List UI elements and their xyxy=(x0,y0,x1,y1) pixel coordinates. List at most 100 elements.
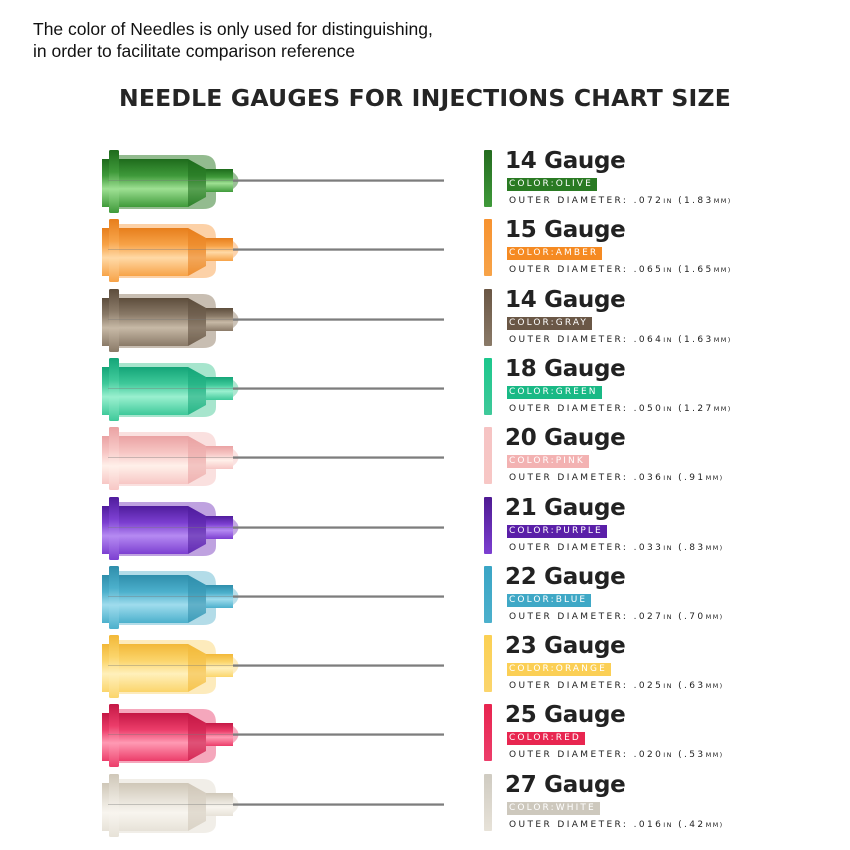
diameter-inches: .025 xyxy=(633,681,664,692)
unit-inches: IN xyxy=(663,612,673,621)
gauge-label: 23 Gauge xyxy=(505,633,626,660)
color-swatch-bar xyxy=(484,357,492,415)
needle-row: 14 Gauge COLOR:OLIVE OUTER DIAMETER: .07… xyxy=(0,147,850,216)
needle-row: 23 Gauge COLOR:ORANGE OUTER DIAMETER: .0… xyxy=(0,632,850,701)
gauge-label: 15 Gauge xyxy=(505,217,626,244)
diameter-mm: (1.27 xyxy=(678,403,714,414)
diameter-prefix: OUTER DIAMETER: xyxy=(509,611,634,622)
color-name-badge: COLOR:PURPLE xyxy=(507,524,607,538)
outer-diameter: OUTER DIAMETER: .065IN (1.65MM) xyxy=(509,264,732,276)
unit-inches: IN xyxy=(663,751,673,760)
diameter-mm: (.42 xyxy=(678,819,706,830)
diameter-prefix: OUTER DIAMETER: xyxy=(509,334,634,345)
diameter-prefix: OUTER DIAMETER: xyxy=(509,265,634,276)
diameter-prefix: OUTER DIAMETER: xyxy=(509,473,634,484)
color-name-badge: COLOR:RED xyxy=(507,732,585,746)
needle-row: 15 Gauge COLOR:AMBER OUTER DIAMETER: .06… xyxy=(0,216,850,285)
unit-mm: MM) xyxy=(713,404,732,413)
gauge-label: 22 Gauge xyxy=(505,563,626,590)
diameter-inches: .036 xyxy=(633,473,664,484)
color-swatch-bar xyxy=(484,704,492,762)
needle-row: 22 Gauge COLOR:BLUE OUTER DIAMETER: .027… xyxy=(0,563,850,632)
color-name-badge: COLOR:GRAY xyxy=(507,316,592,330)
diameter-mm: (1.83 xyxy=(678,196,714,206)
unit-inches: IN xyxy=(663,682,673,691)
diameter-prefix: OUTER DIAMETER: xyxy=(509,819,634,830)
gauge-label: 14 Gauge xyxy=(505,286,626,313)
needle-row: 14 Gauge COLOR:GRAY OUTER DIAMETER: .064… xyxy=(0,286,850,355)
needle-row: 21 Gauge COLOR:PURPLE OUTER DIAMETER: .0… xyxy=(0,494,850,563)
needle-icon xyxy=(102,357,444,421)
color-name-badge: COLOR:WHITE xyxy=(507,801,600,815)
diameter-mm: (1.65 xyxy=(678,265,714,276)
unit-mm: MM) xyxy=(705,474,724,483)
outer-diameter: OUTER DIAMETER: .033IN (.83MM) xyxy=(509,542,724,554)
diameter-prefix: OUTER DIAMETER: xyxy=(509,750,634,761)
diameter-inches: .027 xyxy=(633,611,664,622)
gauge-label: 27 Gauge xyxy=(505,771,626,798)
needle-icon xyxy=(102,150,444,213)
needle-icon xyxy=(102,288,444,352)
outer-diameter: OUTER DIAMETER: .064IN (1.63MM) xyxy=(509,334,732,346)
gauge-label: 25 Gauge xyxy=(505,702,626,729)
unit-mm: MM) xyxy=(705,820,724,829)
outer-diameter: OUTER DIAMETER: .050IN (1.27MM) xyxy=(509,403,732,415)
color-swatch-bar xyxy=(484,635,492,693)
color-swatch-bar xyxy=(484,150,492,207)
color-name-badge: COLOR:GREEN xyxy=(507,385,602,399)
unit-mm: MM) xyxy=(713,266,732,275)
color-swatch-bar xyxy=(484,219,492,277)
color-name-badge: COLOR:ORANGE xyxy=(507,663,611,677)
color-name-badge: COLOR:PINK xyxy=(507,455,589,469)
color-swatch-bar xyxy=(484,773,492,831)
gauge-label: 20 Gauge xyxy=(505,425,626,452)
needle-row: 25 Gauge COLOR:RED OUTER DIAMETER: .020I… xyxy=(0,701,850,770)
unit-inches: IN xyxy=(663,335,673,344)
unit-mm: MM) xyxy=(705,612,724,621)
needle-icon xyxy=(102,704,444,768)
needle-row: 18 Gauge COLOR:GREEN OUTER DIAMETER: .05… xyxy=(0,355,850,424)
chart-title: NEEDLE GAUGES FOR INJECTIONS CHART SIZE xyxy=(119,84,731,112)
diameter-inches: .020 xyxy=(633,750,664,761)
color-swatch-bar xyxy=(484,565,492,623)
disclaimer-line-2: in order to facilitate comparison refere… xyxy=(33,41,355,61)
diameter-mm: (1.63 xyxy=(678,334,714,345)
diameter-mm: (.70 xyxy=(678,611,706,622)
outer-diameter: OUTER DIAMETER: .027IN (.70MM) xyxy=(509,611,724,623)
unit-inches: IN xyxy=(663,474,673,483)
outer-diameter: OUTER DIAMETER: .036IN (.91MM) xyxy=(509,472,724,484)
unit-inches: IN xyxy=(663,266,673,275)
unit-inches: IN xyxy=(663,404,673,413)
diameter-prefix: OUTER DIAMETER: xyxy=(509,196,634,206)
needle-icon xyxy=(102,635,444,699)
diameter-prefix: OUTER DIAMETER: xyxy=(509,681,634,692)
outer-diameter: OUTER DIAMETER: .020IN (.53MM) xyxy=(509,749,724,761)
diameter-inches: .050 xyxy=(633,403,664,414)
unit-inches: IN xyxy=(663,820,673,829)
unit-mm: MM) xyxy=(713,335,732,344)
diameter-mm: (.53 xyxy=(678,750,706,761)
unit-mm: MM) xyxy=(705,682,724,691)
diameter-mm: (.83 xyxy=(678,542,706,553)
diameter-inches: .016 xyxy=(633,819,664,830)
needle-icon xyxy=(102,427,444,491)
diameter-prefix: OUTER DIAMETER: xyxy=(509,542,634,553)
diameter-inches: .064 xyxy=(633,334,664,345)
color-name-badge: COLOR:OLIVE xyxy=(507,178,597,191)
diameter-inches: .033 xyxy=(633,542,664,553)
diameter-prefix: OUTER DIAMETER: xyxy=(509,403,634,414)
needle-icon xyxy=(102,773,444,837)
unit-inches: IN xyxy=(663,543,673,552)
gauge-label: 18 Gauge xyxy=(505,355,626,382)
color-swatch-bar xyxy=(484,427,492,485)
color-swatch-bar xyxy=(484,288,492,346)
color-name-badge: COLOR:AMBER xyxy=(507,247,603,261)
gauge-label: 14 Gauge xyxy=(505,148,626,174)
color-swatch-bar xyxy=(484,496,492,554)
outer-diameter: OUTER DIAMETER: .016IN (.42MM) xyxy=(509,819,724,831)
outer-diameter: OUTER DIAMETER: .072IN (1.83MM) xyxy=(509,195,732,207)
unit-inches: IN xyxy=(663,197,673,205)
unit-mm: MM) xyxy=(705,543,724,552)
diameter-mm: (.63 xyxy=(678,681,706,692)
needle-row: 27 Gauge COLOR:WHITE OUTER DIAMETER: .01… xyxy=(0,771,850,840)
